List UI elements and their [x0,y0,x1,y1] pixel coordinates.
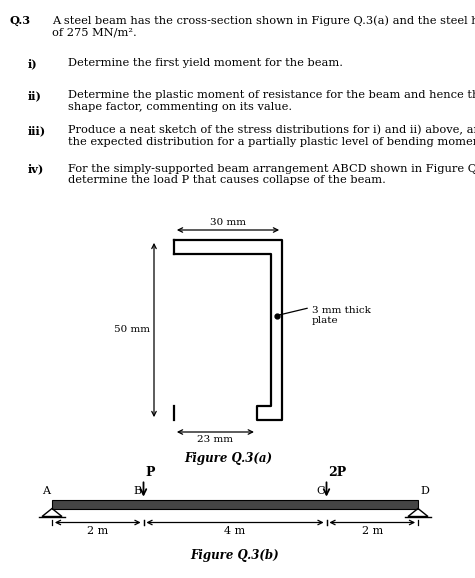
Text: Figure Q.3(a): Figure Q.3(a) [184,452,272,465]
Text: 23 mm: 23 mm [198,435,233,444]
Text: A: A [42,487,50,497]
Text: ii): ii) [28,90,42,101]
Text: 2 m: 2 m [87,527,108,536]
Text: 4 m: 4 m [224,527,246,536]
Text: Determine the first yield moment for the beam.: Determine the first yield moment for the… [68,58,343,68]
Text: iv): iv) [28,163,44,174]
Text: 3 mm thick
plate: 3 mm thick plate [312,306,371,325]
Text: Figure Q.3(b): Figure Q.3(b) [190,549,279,561]
Text: 50 mm: 50 mm [114,325,150,335]
Text: Q.3: Q.3 [10,15,31,26]
Text: A steel beam has the cross-section shown in Figure Q.3(a) and the steel has a yi: A steel beam has the cross-section shown… [52,15,475,37]
Text: Produce a neat sketch of the stress distributions for i) and ii) above, and
the : Produce a neat sketch of the stress dist… [68,125,475,147]
Text: 30 mm: 30 mm [210,218,246,227]
Text: For the simply-supported beam arrangement ABCD shown in Figure Q.3(b),
determine: For the simply-supported beam arrangemen… [68,163,475,185]
Text: iii): iii) [28,125,46,136]
Text: Determine the plastic moment of resistance for the beam and hence the
shape fact: Determine the plastic moment of resistan… [68,90,475,112]
Text: i): i) [28,58,38,69]
Text: 2 m: 2 m [361,527,383,536]
Bar [52,499,418,509]
Text: B: B [133,487,142,497]
Text: C: C [316,487,324,497]
Text: 2P: 2P [329,465,347,479]
Text: P: P [145,465,155,479]
Text: D: D [420,487,429,497]
